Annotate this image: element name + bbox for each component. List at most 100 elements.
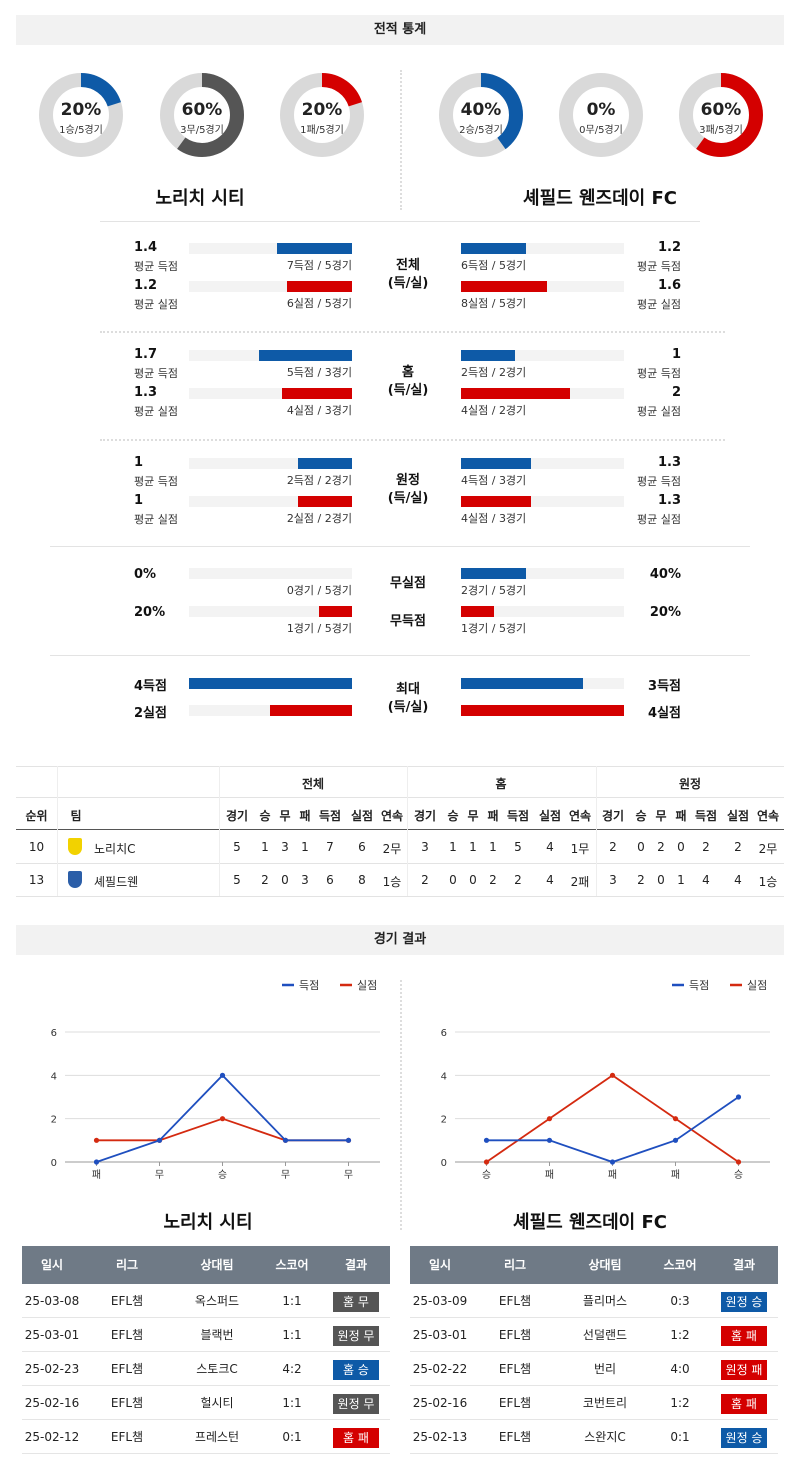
team-name[interactable]: 셰필드웬 bbox=[94, 875, 139, 889]
x-tick-label: 패 bbox=[671, 1169, 680, 1181]
match-opp: 플리머스 bbox=[582, 1294, 628, 1308]
home-donut-0: 20% 1승/5경기 bbox=[38, 72, 124, 158]
away-stat-value: 1.2 bbox=[657, 240, 681, 255]
donut-ring bbox=[160, 73, 244, 157]
data-point bbox=[93, 1159, 100, 1165]
donut-percent: 0% bbox=[586, 100, 616, 120]
stat-cell: 2 bbox=[489, 873, 497, 887]
home-bar bbox=[298, 496, 352, 507]
away-bar-text: 4실점 / 3경기 bbox=[461, 512, 527, 525]
home-bar-text: 7득점 / 5경기 bbox=[286, 259, 352, 272]
away-bar-text: 4득점 / 3경기 bbox=[461, 474, 527, 487]
team-name[interactable]: 노리치C bbox=[94, 842, 136, 856]
away-special-value: 20% bbox=[649, 605, 681, 620]
y-tick-label: 6 bbox=[441, 1028, 447, 1039]
match-row: 25-02-22 EFL챔 번리 4:0 원정 패 bbox=[410, 1352, 778, 1386]
result-badge: 원정 승 bbox=[721, 1427, 767, 1448]
y-tick-label: 4 bbox=[51, 1071, 57, 1082]
away-bar-text: 2경기 / 5경기 bbox=[461, 584, 527, 597]
table-col-border bbox=[57, 766, 58, 896]
away-bar bbox=[461, 388, 570, 399]
divider bbox=[100, 221, 700, 222]
away-max-value: 4실점 bbox=[648, 706, 681, 721]
away-bar-track bbox=[461, 568, 624, 579]
table-top-border bbox=[16, 766, 784, 767]
donut-arc bbox=[160, 73, 244, 157]
donut-ring bbox=[679, 73, 763, 157]
match-row: 25-02-16 EFL챔 헐시티 1:1 원정 무 bbox=[22, 1386, 390, 1420]
stat-cell: 4 bbox=[734, 873, 742, 887]
donut-percent: 20% bbox=[60, 100, 102, 120]
max-label-line2: (득/실) bbox=[387, 700, 429, 715]
donut-percent: 40% bbox=[460, 100, 502, 120]
home-bar-text: 4실점 / 3경기 bbox=[286, 404, 352, 417]
x-tick-label: 무 bbox=[344, 1170, 353, 1181]
stat-group-label-line1: 전체 bbox=[396, 258, 420, 273]
header-4: 결과 bbox=[344, 1258, 368, 1272]
home-stat-value: 1 bbox=[134, 493, 144, 508]
match-result-cell: 홈 무 bbox=[322, 1284, 390, 1318]
stat-group-label: 홈 (득/실) bbox=[368, 364, 448, 400]
table-col-border bbox=[407, 766, 408, 896]
data-point bbox=[483, 1137, 490, 1143]
home-stat-label: 평균 실점 bbox=[134, 405, 178, 418]
home-table-header: 일시 리그 상대팀 스코어 결과 bbox=[22, 1246, 390, 1284]
home-bar-text: 2실점 / 2경기 bbox=[286, 512, 352, 525]
away-stat-value: 1.3 bbox=[657, 493, 681, 508]
match-opp: 헐시티 bbox=[200, 1396, 234, 1410]
home-team-results-title: 노리치 시티 bbox=[163, 1212, 253, 1233]
data-point bbox=[735, 1159, 742, 1165]
donut-arc bbox=[679, 73, 763, 157]
stat-group-label-line1: 원정 bbox=[396, 473, 420, 488]
data-point bbox=[672, 1116, 679, 1122]
away-bar bbox=[461, 705, 624, 716]
match-row: 25-03-08 EFL챔 옥스퍼드 1:1 홈 무 bbox=[22, 1284, 390, 1318]
result-badge: 홈 패 bbox=[721, 1325, 767, 1346]
col-5: 패 bbox=[675, 809, 687, 823]
match-league: EFL챔 bbox=[110, 1362, 144, 1376]
away-bar-text: 4실점 / 2경기 bbox=[461, 404, 527, 417]
team-rank: 10 bbox=[28, 840, 45, 854]
away-bar bbox=[461, 243, 526, 254]
match-opp: 선덜랜드 bbox=[582, 1328, 628, 1342]
home-bar-track bbox=[189, 496, 352, 507]
home-stat-value: 1.2 bbox=[134, 278, 158, 293]
team-crest-icon bbox=[68, 871, 82, 888]
home-donut-2: 20% 1패/5경기 bbox=[279, 72, 365, 158]
stat-group-label-line1: 홈 bbox=[402, 365, 414, 380]
stat-cell: 1 bbox=[301, 840, 309, 854]
stat-group-label: 전체 (득/실) bbox=[368, 257, 448, 293]
stat-cell: 2 bbox=[637, 873, 645, 887]
match-date: 25-02-23 bbox=[24, 1362, 80, 1376]
col-4: 무 bbox=[467, 809, 479, 823]
away-results-chart: 0 2 4 6 승 패 패 패 승 득점 실점 bbox=[441, 979, 770, 1181]
match-result-cell: 원정 무 bbox=[322, 1386, 390, 1420]
donut-subtitle: 1승/5경기 bbox=[59, 125, 103, 136]
away-team-results-title: 셰필드 웬즈데이 FC bbox=[513, 1212, 667, 1233]
match-opp: 코번트리 bbox=[582, 1396, 628, 1410]
match-row: 25-03-09 EFL챔 플리머스 0:3 원정 승 bbox=[410, 1284, 778, 1318]
match-date: 25-03-08 bbox=[24, 1294, 80, 1308]
home-bar bbox=[189, 678, 352, 689]
col-3: 승 bbox=[447, 809, 459, 823]
match-league: EFL챔 bbox=[110, 1396, 144, 1410]
col-rank: 순위 bbox=[25, 809, 48, 823]
away-table-header: 일시 리그 상대팀 스코어 결과 bbox=[410, 1246, 778, 1284]
stat-cell: 4 bbox=[546, 873, 554, 887]
donut-subtitle: 2승/5경기 bbox=[459, 125, 503, 136]
result-badge: 홈 패 bbox=[333, 1427, 379, 1448]
away-bar bbox=[461, 281, 547, 292]
standings-group-1: 홈 bbox=[495, 777, 507, 791]
match-score: 1:1 bbox=[282, 1396, 302, 1410]
dotted-divider bbox=[100, 331, 725, 333]
y-tick-label: 6 bbox=[51, 1028, 57, 1039]
away-bar bbox=[461, 568, 526, 579]
donut-percent: 20% bbox=[301, 100, 343, 120]
away-bar-track bbox=[461, 606, 624, 617]
max-label: 최대 (득/실) bbox=[368, 681, 448, 717]
away-stat-label: 평균 득점 bbox=[637, 367, 681, 380]
match-league: EFL챔 bbox=[498, 1328, 532, 1342]
away-bar bbox=[461, 606, 494, 617]
home-bar-track bbox=[189, 606, 352, 617]
match-league: EFL챔 bbox=[498, 1396, 532, 1410]
